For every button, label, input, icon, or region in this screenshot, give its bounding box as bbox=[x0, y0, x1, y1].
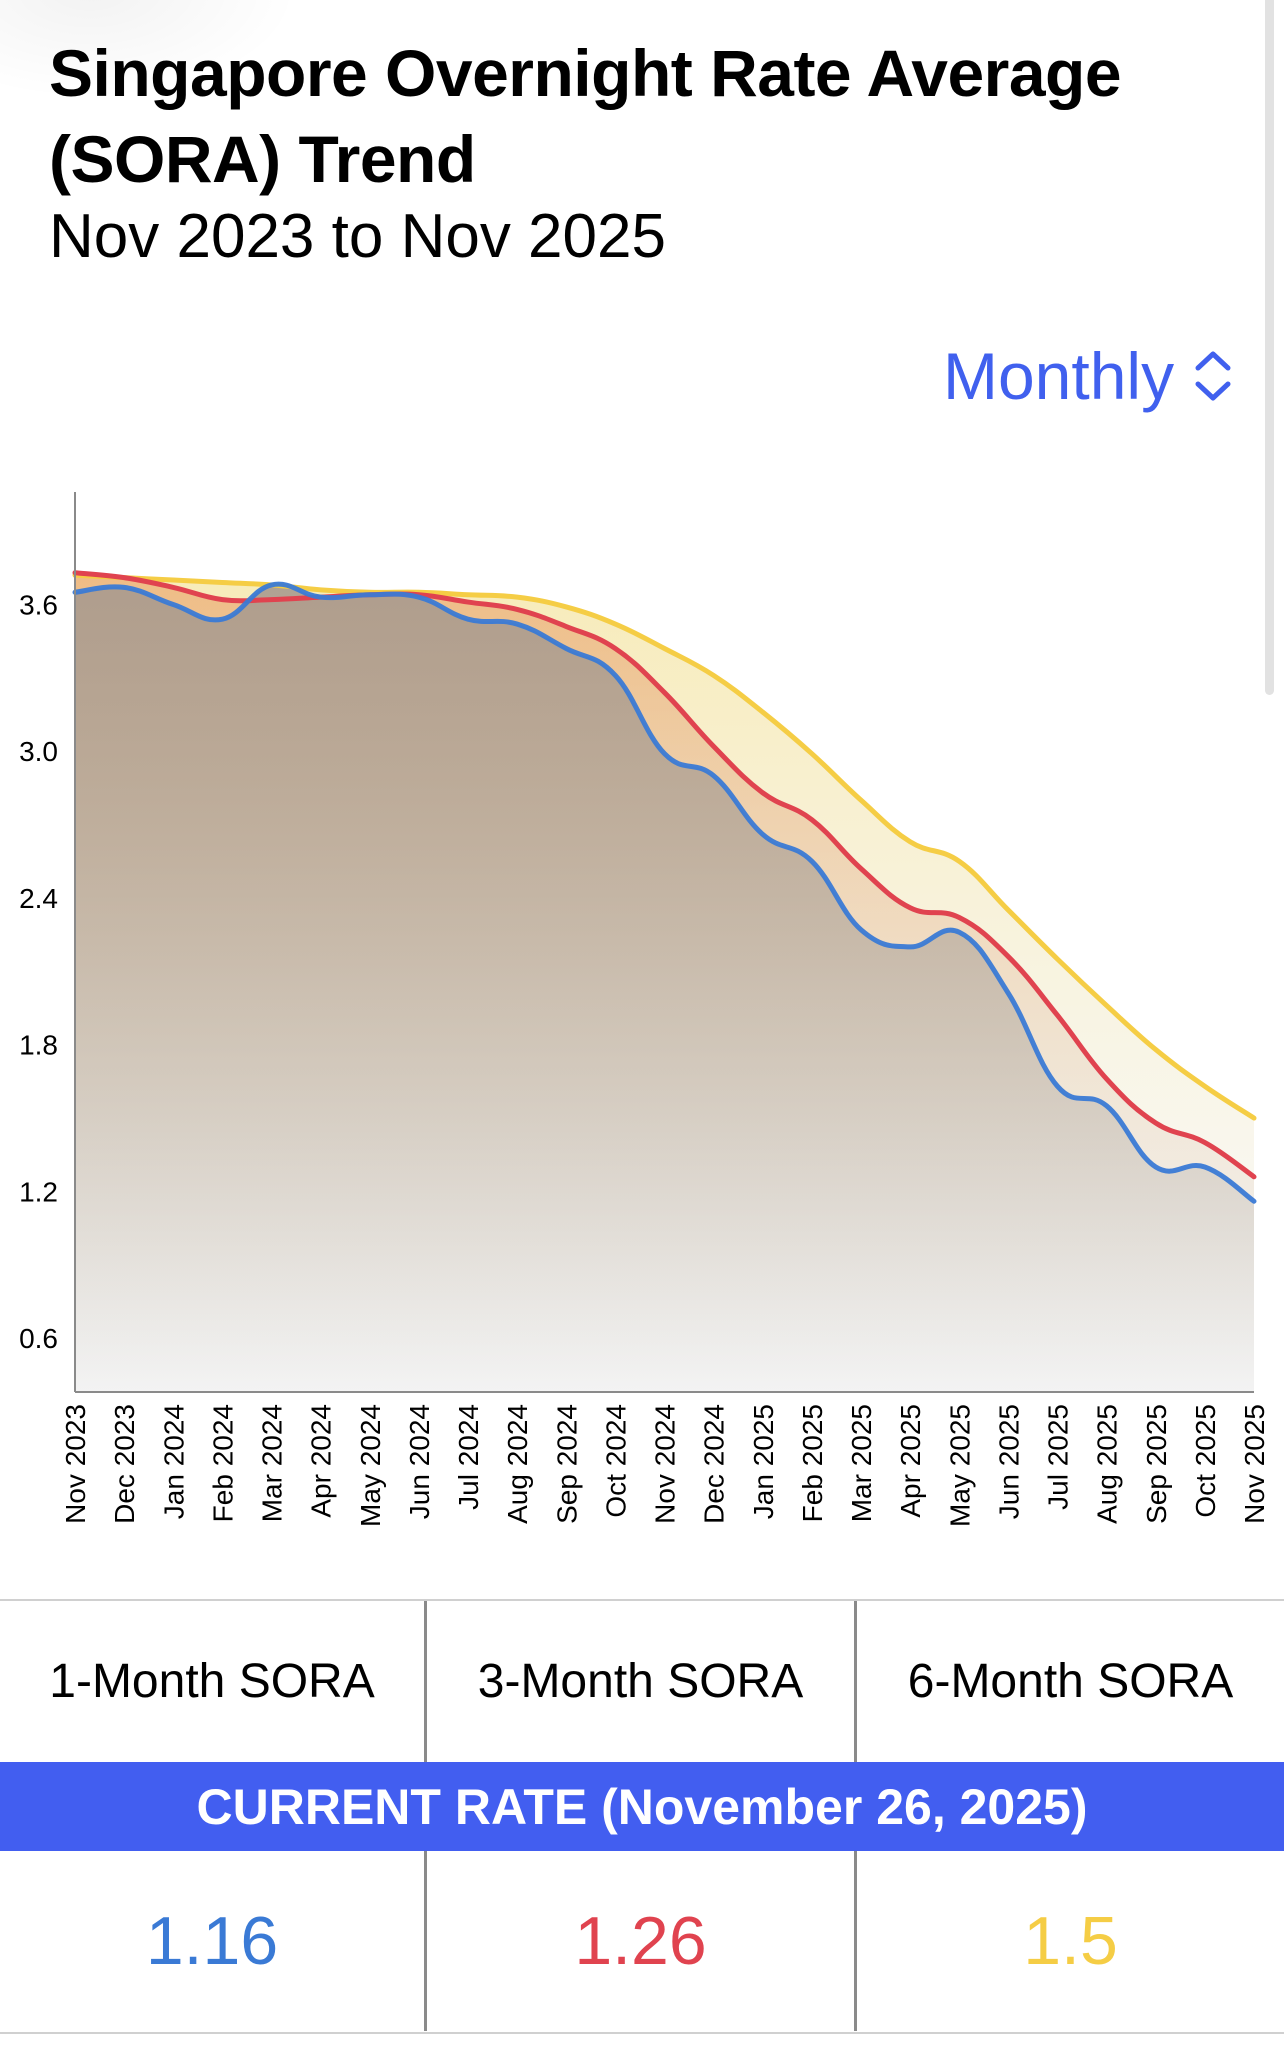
x-tick-label: Nov 2024 bbox=[650, 1404, 681, 1524]
scrollbar[interactable] bbox=[1265, 0, 1274, 695]
x-tick-label: Mar 2024 bbox=[257, 1404, 288, 1522]
x-tick-label: May 2024 bbox=[355, 1404, 386, 1527]
y-tick-label: 2.4 bbox=[19, 883, 58, 914]
x-tick-label: Mar 2025 bbox=[846, 1404, 877, 1522]
header-1-month: 1-Month SORA bbox=[0, 1601, 427, 1762]
y-tick-label: 3.0 bbox=[19, 736, 58, 767]
current-rate-banner: CURRENT RATE (November 26, 2025) bbox=[0, 1762, 1284, 1851]
x-tick-label: May 2025 bbox=[944, 1404, 975, 1527]
x-tick-label: Sep 2024 bbox=[551, 1404, 582, 1524]
1-month-sora-line bbox=[72, 581, 1257, 1204]
x-tick-label: Sep 2025 bbox=[1141, 1404, 1172, 1524]
value-6-month: 1.5 bbox=[1023, 1903, 1118, 1979]
x-tick-label: Jun 2024 bbox=[404, 1404, 435, 1519]
y-tick-label: 3.6 bbox=[19, 590, 58, 621]
header-3-month: 3-Month SORA bbox=[427, 1601, 857, 1762]
x-tick-label: Aug 2024 bbox=[502, 1404, 533, 1524]
x-tick-label: Jan 2024 bbox=[158, 1404, 189, 1519]
value-1-month: 1.16 bbox=[0, 1851, 427, 2031]
x-tick-label: Feb 2024 bbox=[207, 1404, 238, 1522]
chevron-up-down-icon bbox=[1195, 351, 1231, 401]
x-tick-label: Oct 2024 bbox=[600, 1404, 631, 1518]
y-tick-label: 1.8 bbox=[19, 1030, 58, 1061]
x-tick-label: Jul 2025 bbox=[1043, 1404, 1074, 1510]
x-tick-label: Aug 2025 bbox=[1092, 1404, 1123, 1524]
x-tick-label: Dec 2024 bbox=[699, 1404, 730, 1524]
current-rates-table: 1-Month SORA 3-Month SORA 6-Month SORA C… bbox=[0, 1599, 1284, 2034]
rates-header-row: 1-Month SORA 3-Month SORA 6-Month SORA bbox=[0, 1601, 1284, 1762]
x-tick-label: Apr 2024 bbox=[306, 1404, 337, 1518]
3-month-sora-line bbox=[72, 570, 1257, 1180]
x-tick-label: Feb 2025 bbox=[797, 1404, 828, 1522]
x-tick-label: Nov 2025 bbox=[1239, 1404, 1270, 1524]
date-range-subtitle: Nov 2023 to Nov 2025 bbox=[49, 202, 666, 271]
x-tick-label: Jan 2025 bbox=[748, 1404, 779, 1519]
x-tick-label: Oct 2025 bbox=[1190, 1404, 1221, 1518]
y-tick-label: 0.6 bbox=[19, 1323, 58, 1354]
x-tick-label: Nov 2023 bbox=[60, 1404, 91, 1524]
sora-trend-chart: 0.6 1.2 1.8 2.4 3.0 3.6 Nov 2023 Dec 2023 Jan 2… bbox=[19, 492, 1270, 1527]
y-tick-label: 1.2 bbox=[19, 1176, 58, 1207]
period-select[interactable]: Monthly bbox=[943, 336, 1234, 416]
1-month-sora-area bbox=[75, 584, 1254, 1392]
x-tick-label: Dec 2023 bbox=[109, 1404, 140, 1524]
rates-value-row: 1.16 1.26 1.5 bbox=[0, 1851, 1284, 2031]
x-tick-label: Apr 2025 bbox=[895, 1404, 926, 1518]
page-title: Singapore Overnight Rate Average (SORA) … bbox=[49, 36, 1122, 196]
x-tick-label: Jun 2025 bbox=[993, 1404, 1024, 1519]
period-select-value: Monthly bbox=[943, 339, 1175, 413]
x-tick-label: Jul 2024 bbox=[453, 1404, 484, 1510]
value-3-month: 1.26 bbox=[427, 1851, 857, 2031]
header-6-month: 6-Month SORA bbox=[907, 1655, 1234, 1708]
